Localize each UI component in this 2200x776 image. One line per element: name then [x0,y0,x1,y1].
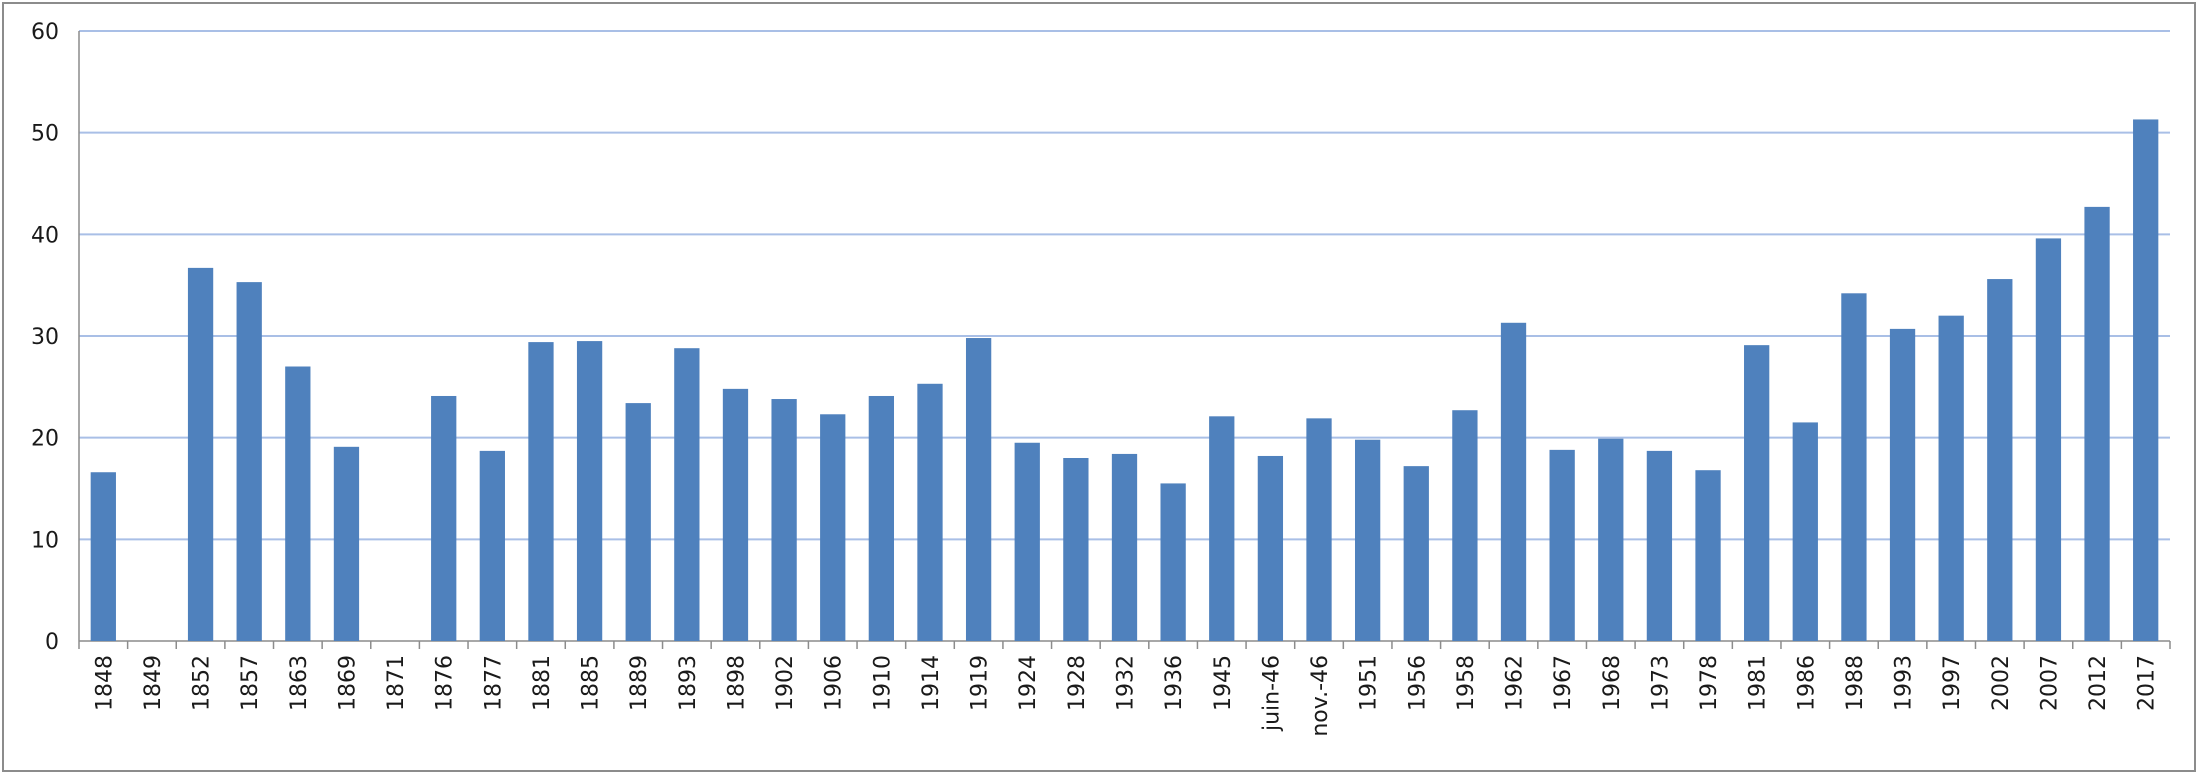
bar-1924 [1014,442,1040,641]
x-tick-label: 2007 [2037,655,2062,711]
x-tick-label: 1910 [870,655,895,711]
bar-1928 [1063,458,1089,641]
x-tick-label: 1962 [1503,655,1528,711]
bar-1885 [576,341,603,641]
x-tick-label: 1919 [968,655,993,711]
x-tick-label: 1885 [579,655,604,711]
x-tick-label: 1973 [1648,655,1673,711]
bar-1968 [1598,438,1624,641]
bar-1857 [236,282,262,641]
bar-1869 [333,446,360,641]
x-tick-label: juin-46 [1259,655,1284,732]
x-tick-label: 1924 [1016,655,1041,711]
x-tick-label: 1956 [1405,655,1430,711]
x-tick-label: 1986 [1794,655,1819,711]
y-tick-labels: 0 10 20 30 40 50 60 [31,20,59,655]
bar-1962 [1500,322,1527,641]
bar-1973 [1646,450,1673,641]
x-tick-label: 1988 [1843,655,1868,711]
x-tick-label: 1936 [1162,655,1187,711]
bar-nov.-46 [1306,418,1332,641]
bar-juin-46 [1257,455,1284,641]
bar-1967 [1549,449,1575,641]
bar-1893 [674,348,700,641]
x-tick-labels: 1848 1849 1852 1857 1863 1869 1871 1876 1877 1881… [92,655,2159,737]
x-tick-label: 1978 [1697,655,1722,711]
x-tick-label: 1898 [724,655,749,711]
x-tick-label: 1993 [1892,655,1917,711]
bar-1902 [771,399,797,641]
x-tick-label: 1968 [1600,655,1625,711]
x-tick-label: 1928 [1065,655,1090,711]
y-tick-label: 60 [31,20,59,45]
y-tick-label: 10 [31,528,59,553]
x-tick-label: 1967 [1551,655,1576,711]
x-tick-label: 1958 [1454,655,1479,711]
y-tick-label: 0 [45,630,59,655]
bar-1877 [479,450,505,641]
bar-2002 [1987,279,2013,641]
y-tick-label: 40 [31,223,59,248]
x-tick-label: nov.-46 [1308,655,1333,737]
x-tick-label: 2012 [2086,655,2111,711]
y-tick-label: 50 [31,122,59,147]
bar-1978 [1695,470,1721,641]
bar-1881 [528,342,554,641]
x-tick-label: 1871 [384,655,409,711]
bar-1951 [1354,439,1381,641]
x-tick-label: 1893 [676,655,701,711]
x-tick-label: 1869 [335,655,360,711]
bar-1945 [1209,416,1235,641]
bar-2012 [2084,206,2110,641]
x-tick-label: 1849 [141,655,166,711]
x-tick-label: 2002 [1989,655,2014,711]
x-tick-label: 1852 [190,655,215,711]
bar-1986 [1792,422,1818,641]
x-tick-label: 1951 [1357,655,1382,711]
bar-1876 [431,395,457,641]
bar-1988 [1841,293,1867,641]
x-tick-label: 1876 [433,655,458,711]
gridlines [79,30,2170,541]
bar-1914 [917,383,943,641]
bar-1981 [1744,345,1770,641]
bar-1919 [965,338,992,641]
x-tick-label: 1932 [1114,655,1139,711]
x-tick-label: 1906 [822,655,847,711]
bar-1932 [1111,453,1138,641]
bars [90,119,2159,641]
y-tick-label: 30 [31,325,59,350]
x-tick-label: 1997 [1940,655,1965,711]
bar-1898 [722,388,749,641]
x-tick-label: 2017 [2135,655,2160,711]
bar-1993 [1889,328,1916,641]
bar-1848 [90,472,116,641]
bar-1852 [187,267,214,641]
x-tick-label: 1902 [773,655,798,711]
bar-1863 [285,366,311,641]
bar-2007 [2035,238,2062,641]
x-tick-label: 1863 [287,655,312,711]
bar-1956 [1403,466,1429,641]
x-tick-label: 1914 [919,655,944,711]
bar-1910 [868,395,895,641]
x-tick-label: 1848 [92,655,117,711]
x-tick-label: 1857 [238,655,263,711]
x-tick-label: 1877 [481,655,506,711]
x-tick-label: 1981 [1746,655,1771,711]
bar-1889 [625,403,651,641]
bar-1936 [1160,483,1186,641]
y-tick-label: 20 [31,427,59,452]
x-tick-label: 1881 [530,655,555,711]
bar-1997 [1938,315,1964,641]
x-tick-label: 1889 [627,655,652,711]
bar-1906 [820,414,846,641]
x-tick-label: 1945 [1211,655,1236,711]
bar-1958 [1452,410,1478,641]
bar-2017 [2133,119,2159,641]
